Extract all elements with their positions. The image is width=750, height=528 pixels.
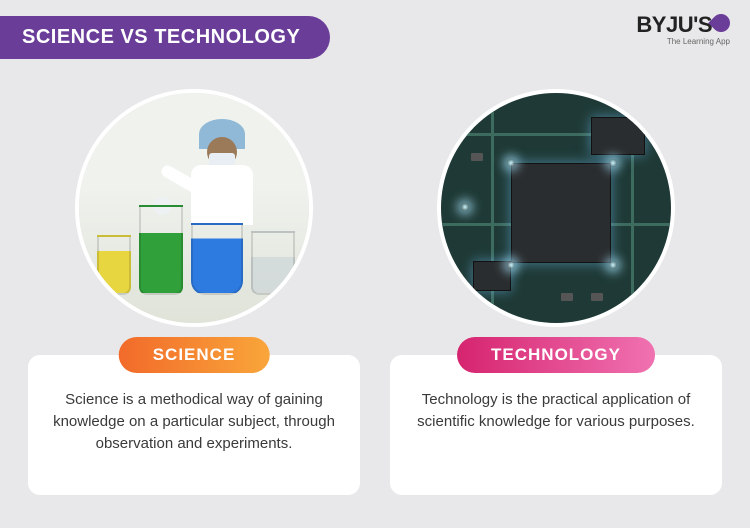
brand-logo: BYJU'S The Learning App bbox=[636, 14, 730, 46]
science-pill: SCIENCE bbox=[119, 337, 270, 373]
science-image bbox=[75, 89, 313, 327]
comparison-row: SCIENCE Science is a methodical way of g… bbox=[0, 59, 750, 495]
page-title: SCIENCE VS TECHNOLOGY bbox=[0, 16, 330, 59]
science-description: Science is a methodical way of gaining k… bbox=[46, 389, 342, 454]
technology-pill: TECHNOLOGY bbox=[457, 337, 655, 373]
technology-card: TECHNOLOGY Technology is the practical a… bbox=[390, 355, 722, 495]
technology-image bbox=[437, 89, 675, 327]
logo-text: BYJU'S bbox=[636, 14, 712, 36]
logo-leaf-icon bbox=[708, 10, 733, 35]
technology-description: Technology is the practical application … bbox=[408, 389, 704, 433]
logo-tagline: The Learning App bbox=[667, 38, 730, 46]
header: SCIENCE VS TECHNOLOGY BYJU'S The Learnin… bbox=[0, 0, 750, 59]
science-card: SCIENCE Science is a methodical way of g… bbox=[28, 355, 360, 495]
technology-column: TECHNOLOGY Technology is the practical a… bbox=[390, 89, 722, 495]
science-column: SCIENCE Science is a methodical way of g… bbox=[28, 89, 360, 495]
